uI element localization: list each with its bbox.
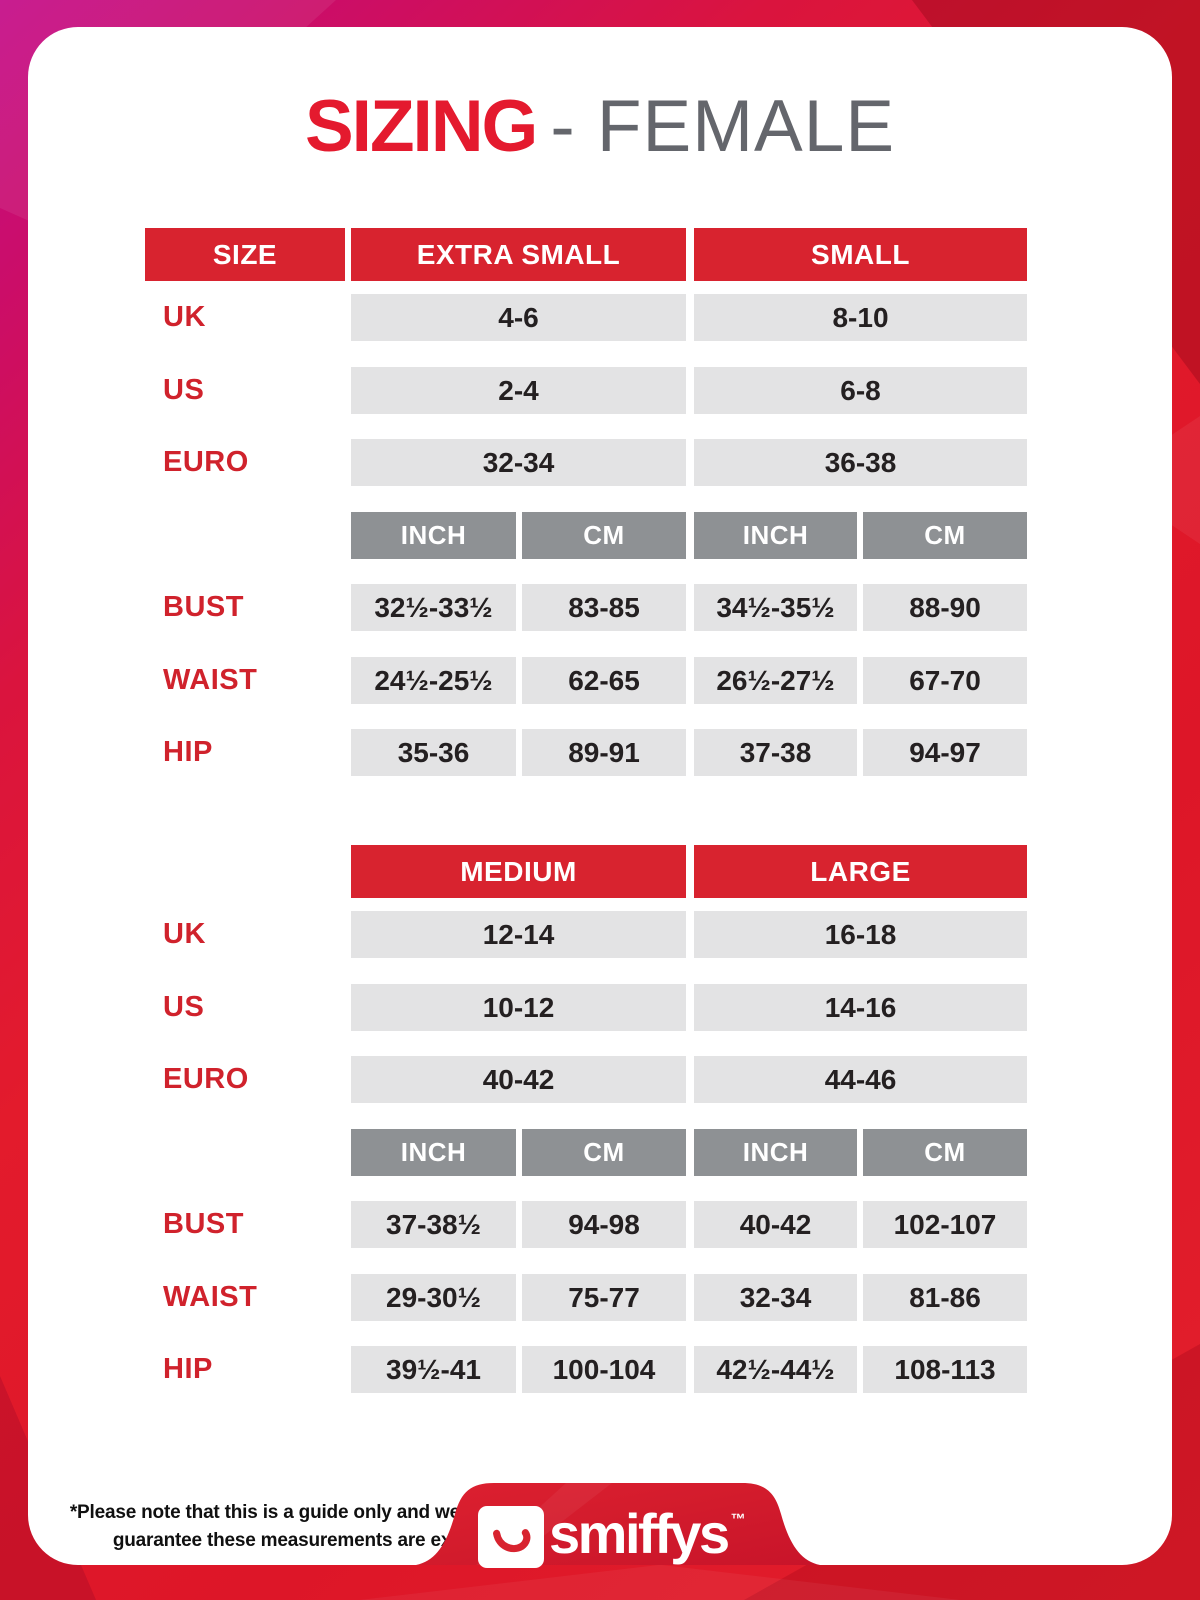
measure-cell: 24½-25½ bbox=[351, 657, 516, 704]
measure-cell: 62-65 bbox=[522, 657, 686, 704]
measure-cell: 35-36 bbox=[351, 729, 516, 776]
measure-cell: 40-42 bbox=[694, 1201, 857, 1248]
unit-header-cm: CM bbox=[522, 1129, 686, 1176]
title-sizing: SIZING bbox=[304, 86, 538, 167]
size-cell: 14-16 bbox=[694, 984, 1027, 1031]
column-header-large: LARGE bbox=[694, 845, 1027, 898]
smiffys-logo-text: smiffys ™ bbox=[549, 1501, 746, 1565]
row-label-uk: UK bbox=[163, 301, 206, 333]
measure-cell: 108-113 bbox=[863, 1346, 1027, 1393]
measure-cell: 37-38 bbox=[694, 729, 857, 776]
brand-name: smiffys bbox=[549, 1501, 730, 1565]
row-label-hip: HIP bbox=[163, 736, 213, 768]
measure-cell: 26½-27½ bbox=[694, 657, 857, 704]
measure-cell: 67-70 bbox=[863, 657, 1027, 704]
size-cell: 40-42 bbox=[351, 1056, 686, 1103]
measure-cell: 34½-35½ bbox=[694, 584, 857, 631]
measure-cell: 100-104 bbox=[522, 1346, 686, 1393]
measure-cell: 37-38½ bbox=[351, 1201, 516, 1248]
row-label-euro: EURO bbox=[163, 1063, 249, 1095]
measure-cell: 39½-41 bbox=[351, 1346, 516, 1393]
measure-cell: 94-97 bbox=[863, 729, 1027, 776]
row-label-us: US bbox=[163, 374, 205, 406]
size-cell: 4-6 bbox=[351, 294, 686, 341]
smiffys-logo-mark bbox=[478, 1506, 544, 1568]
measure-cell: 88-90 bbox=[863, 584, 1027, 631]
measure-cell: 89-91 bbox=[522, 729, 686, 776]
row-label-bust: BUST bbox=[163, 591, 244, 623]
unit-header-cm: CM bbox=[863, 512, 1027, 559]
measure-cell: 32-34 bbox=[694, 1274, 857, 1321]
unit-header-inch: INCH bbox=[694, 512, 857, 559]
title-female: - FEMALE bbox=[550, 86, 896, 167]
row-label-hip: HIP bbox=[163, 1353, 213, 1385]
size-cell: 6-8 bbox=[694, 367, 1027, 414]
size-cell: 36-38 bbox=[694, 439, 1027, 486]
unit-header-inch: INCH bbox=[694, 1129, 857, 1176]
measure-cell: 75-77 bbox=[522, 1274, 686, 1321]
measure-cell: 94-98 bbox=[522, 1201, 686, 1248]
page-title: SIZING - FEMALE bbox=[28, 87, 1172, 167]
measure-cell: 102-107 bbox=[863, 1201, 1027, 1248]
measure-cell: 42½-44½ bbox=[694, 1346, 857, 1393]
row-label-us: US bbox=[163, 991, 205, 1023]
size-cell: 10-12 bbox=[351, 984, 686, 1031]
row-label-bust: BUST bbox=[163, 1208, 244, 1240]
measure-cell: 29-30½ bbox=[351, 1274, 516, 1321]
column-header-extra-small: EXTRA SMALL bbox=[351, 228, 686, 281]
sizing-card: SIZING - FEMALE SIZE EXTRA SMALL SMALL UK… bbox=[28, 27, 1172, 1568]
size-cell: 32-34 bbox=[351, 439, 686, 486]
size-cell: 12-14 bbox=[351, 911, 686, 958]
unit-header-cm: CM bbox=[863, 1129, 1027, 1176]
measure-cell: 83-85 bbox=[522, 584, 686, 631]
unit-header-cm: CM bbox=[522, 512, 686, 559]
measure-cell: 32½-33½ bbox=[351, 584, 516, 631]
size-cell: 2-4 bbox=[351, 367, 686, 414]
row-label-waist: WAIST bbox=[163, 664, 258, 696]
row-label-waist: WAIST bbox=[163, 1281, 258, 1313]
smile-icon bbox=[493, 1529, 531, 1553]
row-label-uk: UK bbox=[163, 918, 206, 950]
size-cell: 8-10 bbox=[694, 294, 1027, 341]
size-cell: 44-46 bbox=[694, 1056, 1027, 1103]
column-header-small: SMALL bbox=[694, 228, 1027, 281]
row-label-euro: EURO bbox=[163, 446, 249, 478]
unit-header-inch: INCH bbox=[351, 1129, 516, 1176]
column-header-size: SIZE bbox=[145, 228, 345, 281]
column-header-medium: MEDIUM bbox=[351, 845, 686, 898]
unit-header-inch: INCH bbox=[351, 512, 516, 559]
measure-cell: 81-86 bbox=[863, 1274, 1027, 1321]
size-cell: 16-18 bbox=[694, 911, 1027, 958]
trademark-symbol: ™ bbox=[730, 1510, 746, 1528]
